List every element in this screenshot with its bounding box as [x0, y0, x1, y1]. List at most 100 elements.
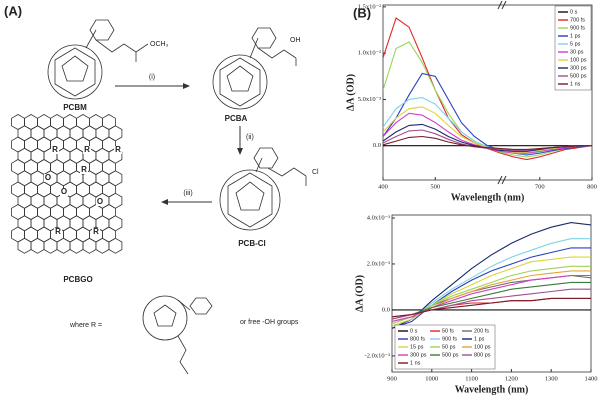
legend-label: 200 fs	[474, 328, 489, 334]
graphene-label: R	[115, 145, 121, 154]
legend-label: 800 fs	[410, 336, 425, 342]
legend-label: 1 ns	[410, 360, 421, 366]
plot-frame	[382, 4, 593, 181]
series-line	[392, 222, 591, 329]
graphene-label: O	[61, 187, 67, 196]
legend-label: 100 ps	[474, 344, 491, 350]
series-line	[383, 72, 592, 156]
label-bg	[83, 146, 91, 154]
legend-label: 1 ns	[570, 81, 581, 87]
label-bg	[51, 146, 59, 154]
series-line	[392, 247, 591, 329]
label-bg	[54, 228, 62, 236]
legend-label: 700 fs	[570, 17, 585, 23]
x-tick-label: 1200	[505, 375, 518, 382]
graphene-label: O	[45, 173, 51, 182]
x-tick-label: 800	[587, 183, 597, 190]
graphene-label: R	[93, 227, 99, 236]
x-tick-label: 1300	[545, 375, 558, 382]
y-tick-label: 1.0x10⁻²	[358, 50, 381, 57]
label-bg	[92, 228, 100, 236]
hexagon	[82, 237, 97, 254]
legend-label: 800 ps	[474, 352, 491, 358]
y-tick-label: 0.0	[382, 306, 390, 313]
legend-label: 500 ps	[570, 73, 587, 79]
legend-label: 0 s	[410, 328, 418, 334]
step-label: (iii)	[183, 190, 192, 197]
arrow-head	[183, 83, 190, 89]
plot-area	[392, 222, 591, 329]
graphene-label: O	[97, 197, 103, 206]
hexagon	[56, 237, 71, 254]
panel-label: (B)	[353, 5, 371, 20]
series-line	[392, 297, 591, 318]
y-tick-label: 5.0x10⁻³	[358, 96, 381, 103]
series-line	[392, 265, 591, 325]
group-label: OCH₃	[150, 41, 169, 48]
legend-label: 0 s	[570, 9, 578, 15]
legend-label: 300 ps	[570, 65, 587, 71]
hexagon	[17, 237, 32, 254]
axis-break	[497, 0, 507, 185]
series-line	[383, 135, 592, 150]
series-line	[392, 238, 591, 325]
y-tick-label: 0.0	[373, 142, 381, 149]
legend-label: 300 ps	[410, 352, 427, 358]
compound-name: PCBA	[225, 114, 248, 123]
legend-label: 1 ps	[570, 33, 581, 39]
plot-frame	[391, 214, 592, 373]
y-tick-label: 2.0x10⁻³	[367, 260, 390, 267]
y-tick-label: 1.5x10⁻²	[358, 3, 381, 10]
graphene-label: R	[52, 145, 58, 154]
plot-area	[383, 17, 592, 161]
series-line	[392, 274, 591, 322]
y-tick-label: 4.0x10⁻³	[367, 214, 390, 221]
hexagon	[30, 237, 45, 254]
compound-name: PCB-Cl	[238, 239, 266, 248]
group-label: OH	[290, 37, 301, 44]
hexagon	[108, 237, 123, 254]
legend-box	[394, 324, 496, 370]
arrow-head	[161, 199, 168, 205]
legend-label: 15 ps	[410, 344, 424, 350]
arrow-head	[237, 148, 243, 155]
pcba-structure	[212, 27, 297, 110]
legend-label: 50 fs	[442, 328, 454, 334]
step-label: (i)	[149, 74, 155, 81]
x-axis-title: Wavelength (nm)	[451, 192, 525, 203]
y-tick-label: -2.0x10⁻³	[365, 352, 390, 359]
group-label: Cl	[312, 169, 319, 176]
step-label: (ii)	[246, 134, 254, 141]
pcbm-structure	[47, 19, 149, 100]
legend-label: 30 ps	[570, 49, 584, 55]
legend-label: 900 fs	[442, 336, 457, 342]
compound-name: PCBM	[63, 103, 87, 112]
x-tick-label: 700	[535, 183, 545, 190]
x-tick-label: 1400	[585, 375, 598, 382]
x-axis-title: Wavelength (nm)	[455, 384, 529, 395]
x-tick-label: 400	[378, 183, 388, 190]
panel-label: (A)	[4, 3, 22, 18]
graphene-structure	[11, 114, 123, 254]
hexagon	[43, 237, 58, 254]
legend-label: 50 ps	[442, 344, 456, 350]
series-line	[392, 281, 591, 320]
legend-label: 5 ps	[570, 41, 581, 47]
panel-a: (A) PCBM OCH₃ (i) PCBA OH (ii)	[4, 3, 319, 375]
y-axis-title: ΔA (OD)	[354, 275, 365, 312]
legend-label: 900 fs	[570, 25, 585, 31]
label-bg	[114, 146, 122, 154]
x-tick-label: 1000	[425, 375, 438, 382]
x-tick-label: 900	[387, 375, 397, 382]
label-bg	[60, 188, 68, 196]
legend-label: 1 ps	[474, 336, 485, 342]
pcbcl-structure	[219, 147, 307, 231]
label-bg	[80, 166, 88, 174]
legend-label: 100 ps	[570, 57, 587, 63]
y-axis-title: ΔA (OD)	[345, 74, 356, 111]
label-bg	[44, 174, 52, 182]
x-tick-label: 1100	[465, 375, 478, 382]
hexagon	[69, 237, 84, 254]
note-text: where R =	[69, 322, 102, 329]
